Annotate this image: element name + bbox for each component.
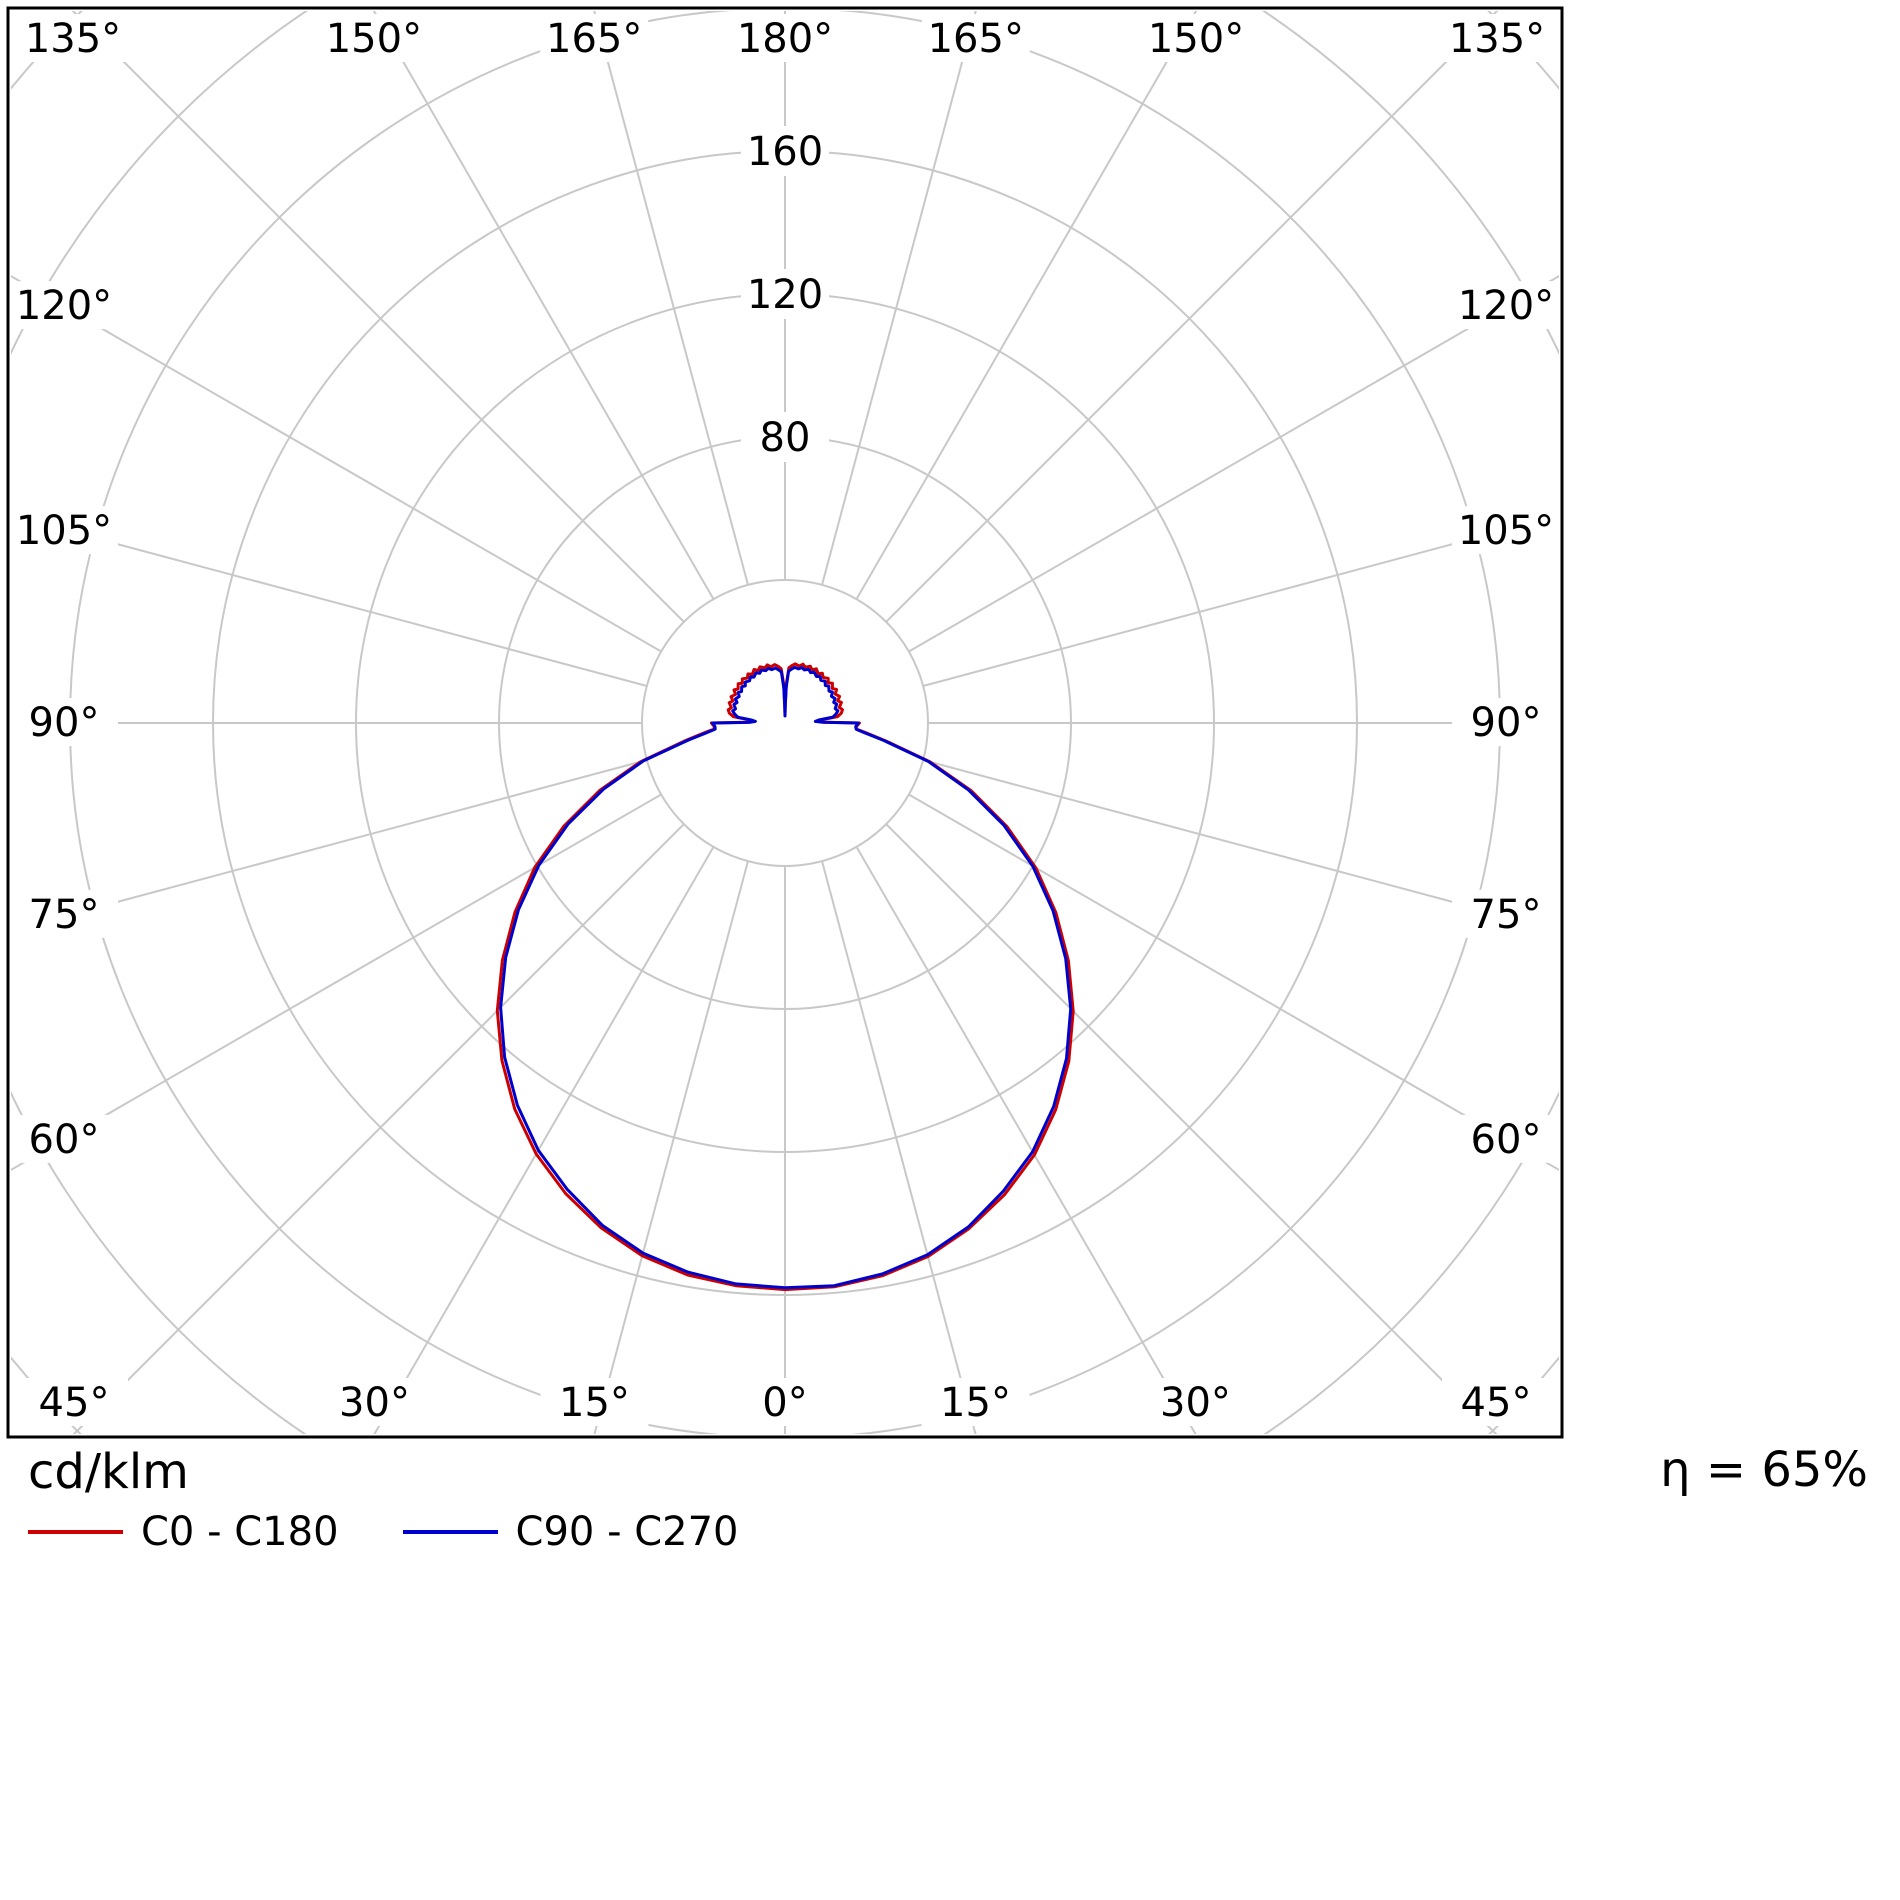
angle-label-165-r: 165°: [928, 16, 1024, 62]
angle-label-180-r: 180°: [737, 16, 833, 62]
radial-tick-80: 80: [760, 415, 811, 461]
angle-label-45-l: 45°: [39, 1380, 110, 1426]
angle-label-30-l: 30°: [339, 1380, 410, 1426]
angle-label-75-l: 75°: [29, 892, 100, 938]
angle-label-45-r: 45°: [1461, 1380, 1532, 1426]
angle-label-0-r: 0°: [762, 1380, 807, 1426]
angle-label-75-r: 75°: [1471, 892, 1542, 938]
legend-line-c0-c180: [28, 1530, 123, 1534]
angle-label-15-l: 15°: [559, 1380, 630, 1426]
angle-label-15-r: 15°: [940, 1380, 1011, 1426]
chart-frame: [6, 6, 1564, 1439]
angle-label-150-l: 150°: [326, 16, 422, 62]
angle-label-135-l: 135°: [25, 16, 121, 62]
intensity-curves: [495, 662, 1075, 1292]
radial-tick-labels: 80 120 160: [741, 126, 829, 462]
legend-label-c0-c180: C0 - C180: [141, 1509, 339, 1555]
legend-line-c90-c270: [402, 1530, 498, 1534]
legend: C0 - C180 C90 - C270: [28, 1510, 739, 1554]
angle-label-150-r: 150°: [1148, 16, 1244, 62]
radial-tick-120: 120: [747, 272, 823, 318]
angle-label-120-r: 120°: [1458, 283, 1554, 329]
angle-labels: 0° 15° 15° 30° 30° 45° 45° 60° 60° 75° 75° 90° 90° 10…: [10, 14, 1560, 1426]
radial-unit-label: cd/klm: [28, 1444, 189, 1500]
angle-label-30-r: 30°: [1160, 1380, 1231, 1426]
curve-c90-c270: [499, 665, 1073, 1290]
angle-label-60-l: 60°: [29, 1117, 100, 1163]
angle-label-90-l: 90°: [29, 700, 100, 746]
angle-label-135-r: 135°: [1449, 16, 1545, 62]
angle-label-90-r: 90°: [1471, 700, 1542, 746]
radial-tick-160: 160: [747, 129, 823, 175]
efficiency-label: η = 65%: [1660, 1442, 1868, 1498]
angle-label-165-l: 165°: [546, 16, 642, 62]
angle-label-120-l: 120°: [16, 283, 112, 329]
angle-label-105-r: 105°: [1458, 508, 1554, 554]
legend-label-c90-c270: C90 - C270: [515, 1509, 739, 1555]
angle-label-60-r: 60°: [1471, 1117, 1542, 1163]
angle-label-105-l: 105°: [16, 508, 112, 554]
